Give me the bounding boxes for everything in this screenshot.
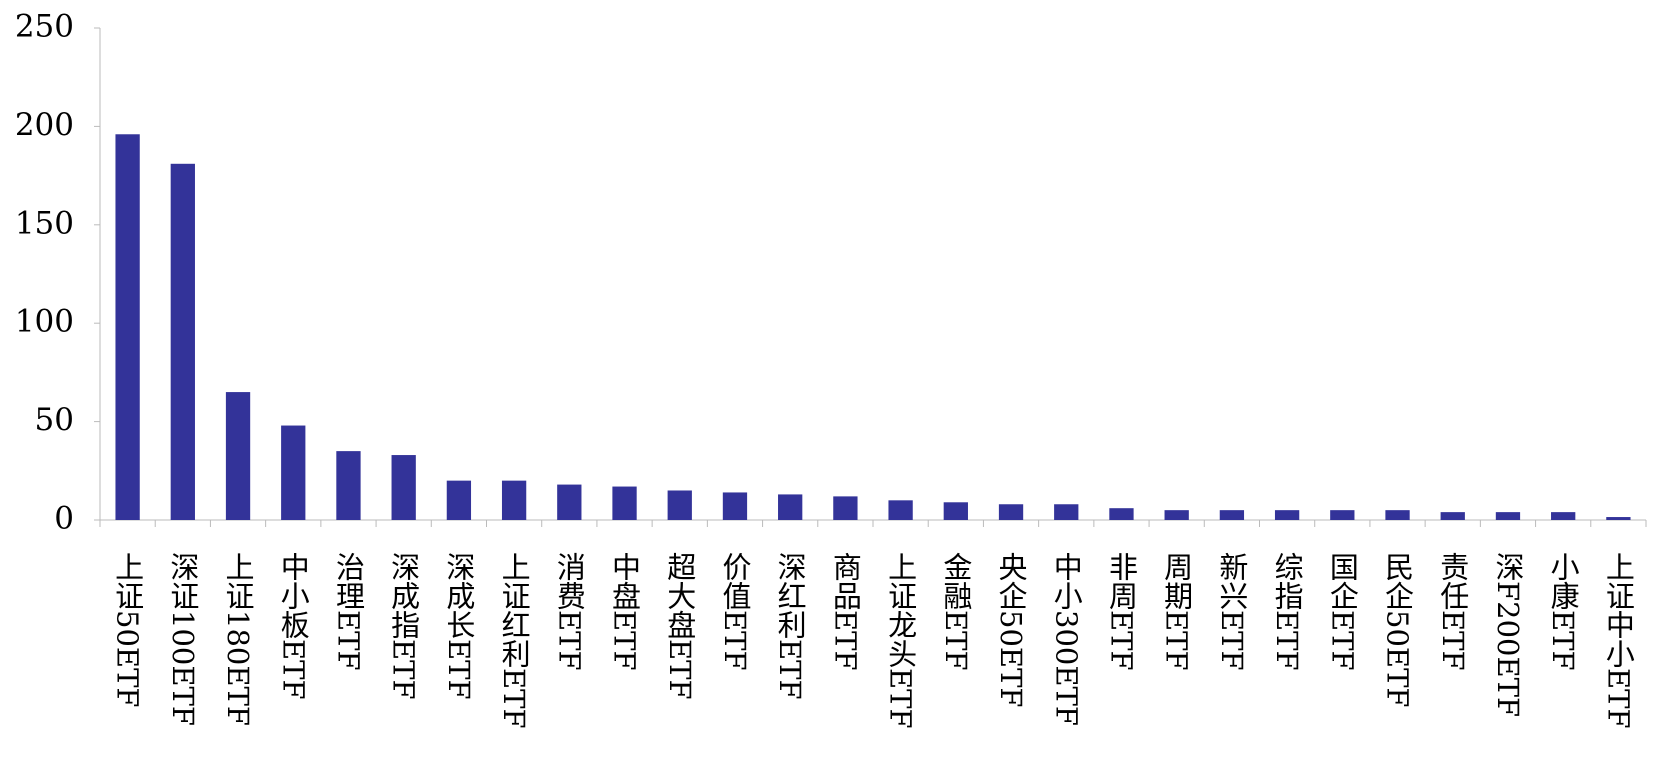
bar bbox=[1385, 510, 1410, 520]
y-tick-label: 100 bbox=[15, 304, 74, 340]
x-tick-label: 深成长ETF bbox=[442, 552, 476, 700]
y-tick-label: 200 bbox=[15, 107, 74, 143]
x-tick-label: 责任ETF bbox=[1436, 552, 1470, 671]
x-tick-label: 新兴ETF bbox=[1215, 552, 1249, 671]
bar bbox=[1330, 510, 1355, 520]
x-tick-label: 上证龙头ETF bbox=[884, 552, 918, 729]
x-tick-label: 上证180ETF bbox=[221, 552, 255, 726]
x-tick-label: 民企50ETF bbox=[1381, 552, 1415, 708]
x-tick-label: 治理ETF bbox=[331, 552, 365, 671]
y-tick-label: 0 bbox=[54, 501, 74, 537]
bar bbox=[1274, 510, 1300, 520]
bar bbox=[115, 134, 140, 520]
bar bbox=[722, 492, 748, 520]
bar bbox=[943, 502, 968, 520]
x-tick-label: 超大盘ETF bbox=[663, 552, 697, 700]
bar bbox=[1109, 508, 1134, 520]
x-tick-label: 中小板ETF bbox=[276, 552, 310, 700]
y-tick-label: 250 bbox=[15, 9, 74, 45]
x-tick-label: 深证100ETF bbox=[166, 552, 200, 726]
y-tick-label: 50 bbox=[35, 402, 74, 438]
bar bbox=[391, 455, 416, 520]
x-tick-label: 上证50ETF bbox=[111, 552, 145, 708]
x-tick-label: 深F200ETF bbox=[1491, 552, 1525, 717]
bar bbox=[281, 425, 306, 520]
bar bbox=[336, 451, 361, 520]
x-tick-label: 金融ETF bbox=[939, 552, 973, 671]
x-tick-label: 上证中小ETF bbox=[1601, 552, 1635, 729]
x-tick-label: 国企ETF bbox=[1325, 552, 1359, 671]
x-tick-label: 中小300ETF bbox=[1049, 552, 1083, 726]
bar bbox=[833, 496, 858, 520]
x-tick-label: 价值ETF bbox=[718, 552, 752, 671]
bar bbox=[1551, 512, 1576, 520]
x-tick-label: 中盘ETF bbox=[608, 552, 642, 671]
bar bbox=[1164, 510, 1189, 520]
x-tick-label: 综指ETF bbox=[1270, 552, 1304, 671]
x-tick-label: 央企50ETF bbox=[994, 552, 1028, 708]
x-tick-label: 周期ETF bbox=[1160, 552, 1194, 671]
bar bbox=[1219, 510, 1245, 520]
x-tick-label: 消费ETF bbox=[552, 552, 586, 671]
x-tick-label: 深成指ETF bbox=[387, 552, 421, 700]
x-tick-label: 上证红利ETF bbox=[497, 552, 531, 729]
bar bbox=[225, 392, 251, 520]
x-tick-label: 小康ETF bbox=[1546, 552, 1580, 671]
bar bbox=[557, 484, 582, 520]
bar bbox=[778, 494, 803, 520]
x-tick-label: 非周ETF bbox=[1104, 552, 1138, 671]
bar bbox=[888, 500, 913, 520]
bar bbox=[667, 490, 692, 520]
bar bbox=[1606, 517, 1631, 520]
x-tick-label: 深红利ETF bbox=[773, 552, 807, 700]
y-tick-label: 150 bbox=[15, 205, 74, 241]
bar bbox=[1440, 512, 1465, 520]
bar bbox=[612, 486, 637, 520]
bar bbox=[170, 163, 195, 521]
bar bbox=[1495, 512, 1521, 520]
x-tick-label: 商品ETF bbox=[828, 552, 862, 671]
bar bbox=[446, 480, 472, 520]
bar bbox=[501, 480, 527, 520]
bar bbox=[998, 504, 1024, 520]
bar bbox=[1054, 504, 1079, 520]
